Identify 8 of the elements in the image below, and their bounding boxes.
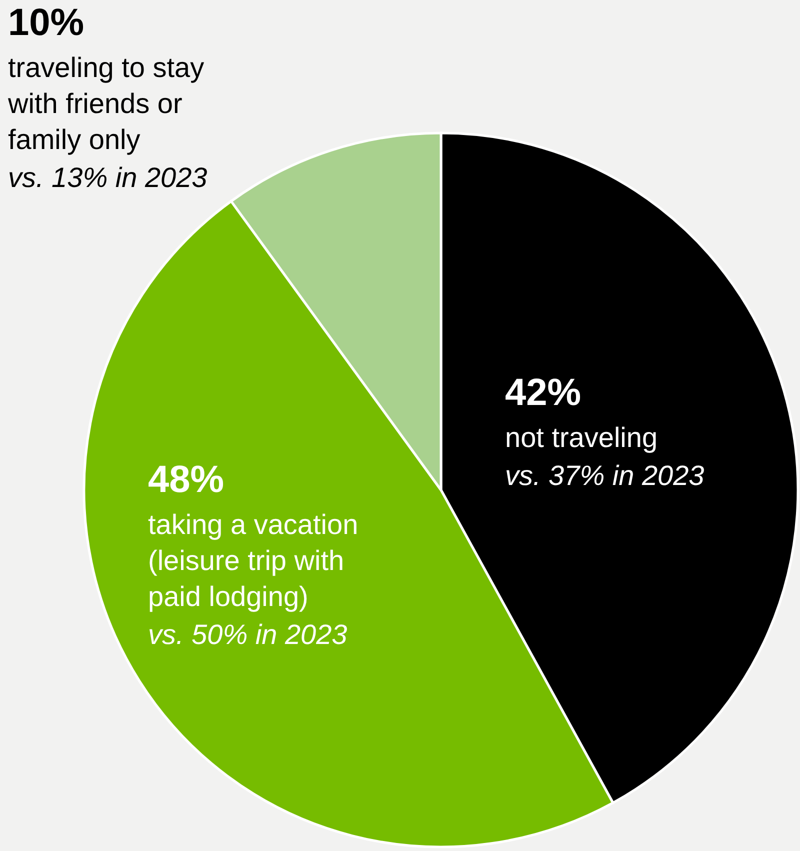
- text: vs. 50% in 2023: [148, 619, 348, 650]
- text: vs. 13% in 2023: [8, 162, 208, 193]
- slice-label: not traveling: [505, 422, 658, 453]
- slice-label: taking a vacation (leisure trip with paid lodging): [148, 509, 358, 612]
- data-label: 42%: [505, 372, 582, 414]
- data-label: 10%: [8, 2, 84, 44]
- text: vs. 37% in 2023: [505, 460, 705, 491]
- data-label: 48%: [148, 459, 224, 501]
